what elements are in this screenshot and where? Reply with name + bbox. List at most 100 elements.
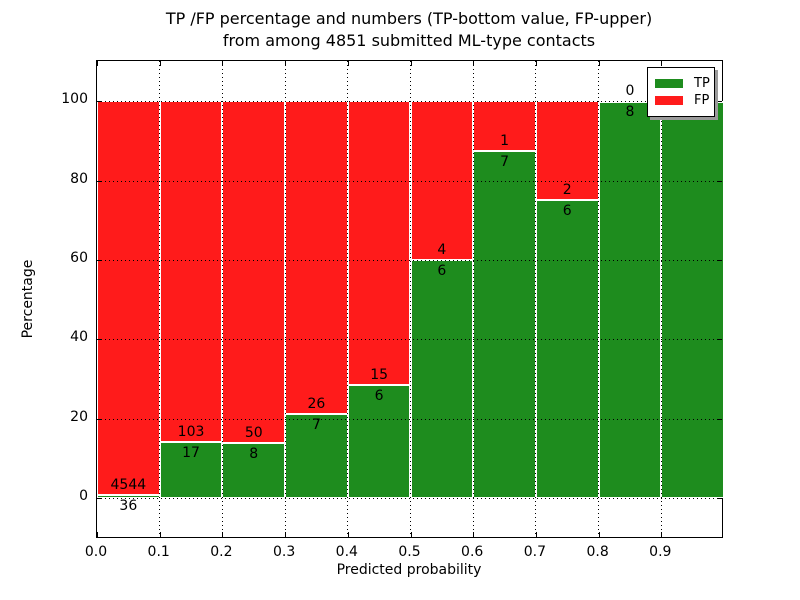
tp-count-label: 7 bbox=[500, 153, 510, 170]
x-tick-mark bbox=[97, 61, 98, 66]
x-gridline bbox=[535, 61, 537, 537]
legend-entry-tp: TP bbox=[655, 76, 710, 91]
x-tick-mark bbox=[97, 532, 98, 537]
tp-count-label: 17 bbox=[182, 444, 200, 461]
y-tick-mark bbox=[97, 180, 102, 182]
tp-count-label: 8 bbox=[625, 104, 635, 121]
fp-count-label: 2 bbox=[562, 182, 572, 199]
legend-entry-fp: FP bbox=[655, 93, 710, 108]
x-tick-mark bbox=[535, 532, 537, 537]
fp-count-label: 26 bbox=[307, 395, 326, 412]
tp-count-label: 8 bbox=[249, 446, 259, 463]
x-tick-mark bbox=[722, 532, 723, 537]
x-tick-mark bbox=[473, 61, 475, 66]
y-tick-mark bbox=[717, 180, 722, 182]
tp-count-label: 6 bbox=[437, 262, 447, 279]
x-gridline bbox=[221, 61, 223, 537]
tp-count-label: 36 bbox=[119, 497, 138, 514]
y-tick-mark bbox=[717, 498, 722, 500]
x-gridline bbox=[472, 61, 474, 537]
x-axis-label: Predicted probability bbox=[336, 562, 482, 578]
legend: TP FP bbox=[647, 67, 715, 117]
x-tick-mark bbox=[410, 61, 412, 66]
x-tick-mark bbox=[410, 532, 412, 537]
x-tick-label: 0.3 bbox=[272, 544, 296, 560]
x-tick-mark bbox=[222, 61, 224, 66]
fp-bar-segment bbox=[535, 101, 599, 201]
tp-count-label: 6 bbox=[562, 203, 572, 220]
chart-title: TP /FP percentage and numbers (TP-bottom… bbox=[166, 8, 652, 52]
y-tick-label: 20 bbox=[70, 408, 88, 425]
y-tick-mark bbox=[97, 339, 102, 341]
x-tick-label: 0.5 bbox=[398, 544, 421, 560]
legend-label-tp: TP bbox=[694, 76, 710, 91]
y-gridline bbox=[97, 259, 722, 261]
plot-area: 454436103175082671564617260805 TP FP bbox=[96, 60, 724, 538]
y-tick-mark bbox=[97, 259, 102, 261]
y-gridline bbox=[97, 339, 722, 341]
fp-bar-segment bbox=[473, 101, 536, 151]
y-tick-mark bbox=[717, 101, 722, 103]
x-tick-mark bbox=[347, 61, 349, 66]
tp-bar-segment bbox=[347, 384, 411, 499]
y-tick-label: 80 bbox=[70, 170, 88, 187]
x-tick-mark bbox=[159, 61, 161, 66]
fp-count-label: 50 bbox=[244, 425, 263, 442]
x-gridline bbox=[284, 61, 286, 537]
x-tick-mark bbox=[535, 61, 537, 66]
bar-labels-layer: 454436103175082671564617260805 bbox=[97, 61, 722, 537]
x-tick-mark bbox=[473, 532, 475, 537]
x-tick-label: 0.2 bbox=[210, 544, 233, 560]
x-tick-mark bbox=[598, 61, 600, 66]
x-tick-mark bbox=[222, 532, 224, 537]
tp-bar-segment bbox=[535, 200, 599, 499]
y-gridline bbox=[97, 101, 722, 103]
x-tick-label: 0.1 bbox=[147, 544, 170, 560]
y-tick-mark bbox=[717, 339, 722, 341]
y-gridline bbox=[97, 498, 722, 500]
tp-bar-segment bbox=[285, 413, 348, 499]
y-tick-label: 100 bbox=[61, 91, 88, 108]
x-tick-mark bbox=[285, 532, 287, 537]
x-gridline bbox=[660, 61, 662, 537]
y-gridline bbox=[97, 180, 722, 182]
x-gridline bbox=[159, 61, 161, 537]
x-tick-mark bbox=[661, 532, 663, 537]
x-tick-label: 0.7 bbox=[523, 544, 547, 560]
y-tick-mark bbox=[717, 259, 722, 261]
x-tick-mark bbox=[347, 532, 349, 537]
tp-count-label: 6 bbox=[374, 387, 384, 404]
y-tick-label: 60 bbox=[70, 249, 88, 266]
fp-count-label: 15 bbox=[370, 366, 389, 383]
ticks-layer bbox=[97, 61, 723, 537]
x-tick-label: 0.6 bbox=[461, 544, 484, 560]
fp-count-label: 103 bbox=[177, 423, 205, 440]
grid-layer bbox=[97, 61, 722, 537]
fp-bar-segment bbox=[285, 101, 348, 414]
tp-swatch-icon bbox=[655, 79, 683, 88]
fp-bar-segment bbox=[410, 101, 474, 260]
chart-title-line1: TP /FP percentage and numbers (TP-bottom… bbox=[165, 9, 653, 28]
x-tick-label: 0.4 bbox=[335, 544, 358, 560]
fp-count-label: 4544 bbox=[110, 476, 147, 493]
y-tick-mark bbox=[97, 418, 102, 420]
fp-count-label: 4 bbox=[437, 241, 447, 258]
x-tick-label: 0.0 bbox=[84, 544, 108, 560]
y-tick-mark bbox=[97, 498, 102, 500]
x-tick-mark bbox=[598, 532, 600, 537]
y-gridline bbox=[97, 418, 722, 420]
tp-bar-segment bbox=[598, 101, 662, 499]
legend-label-fp: FP bbox=[694, 93, 710, 108]
fp-bar-segment bbox=[159, 101, 223, 442]
y-tick-label: 40 bbox=[70, 329, 88, 346]
y-tick-label: 0 bbox=[79, 488, 88, 505]
x-gridline bbox=[347, 61, 349, 537]
y-axis-label: Percentage bbox=[20, 259, 36, 339]
fp-swatch-icon bbox=[655, 96, 683, 105]
tp-count-label: 7 bbox=[311, 416, 321, 433]
x-tick-label: 0.8 bbox=[586, 544, 609, 560]
x-gridline bbox=[598, 61, 600, 537]
x-tick-mark bbox=[722, 61, 723, 66]
x-tick-mark bbox=[661, 61, 663, 66]
tp-bar-segment bbox=[222, 443, 286, 499]
